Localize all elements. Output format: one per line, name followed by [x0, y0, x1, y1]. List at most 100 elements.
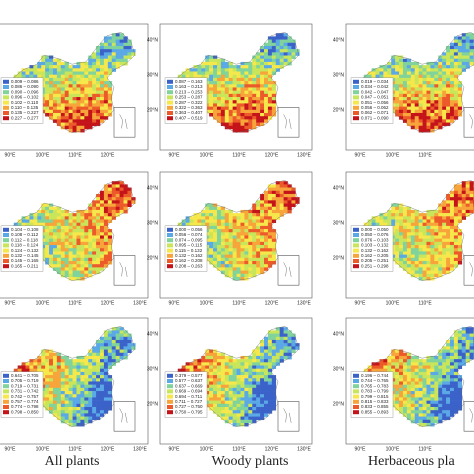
map-cell [72, 219, 77, 223]
map-cell [92, 122, 97, 127]
map-cell [248, 359, 253, 363]
map-cell [256, 270, 261, 275]
map-cell [457, 254, 463, 259]
map-cell [107, 245, 113, 249]
map-cell [461, 330, 466, 334]
map-cell [52, 87, 58, 91]
map-cell [100, 197, 105, 201]
map-cell [41, 349, 46, 354]
legend-swatch [3, 79, 9, 84]
map-cell [252, 116, 257, 120]
map-cell [434, 387, 439, 392]
map-cell [461, 65, 466, 69]
map-cell [395, 65, 400, 69]
map-cell [264, 222, 269, 227]
map-cell [422, 235, 427, 239]
map-cell [84, 368, 89, 373]
map-cell [450, 229, 455, 233]
map-cell [29, 213, 34, 217]
map-cell [45, 232, 50, 236]
map-cell [240, 213, 245, 217]
map-cell [446, 251, 451, 255]
map-cell [430, 119, 435, 123]
map-cell [267, 387, 273, 392]
legend-label: 0.711 – 0.727 [175, 399, 203, 404]
map-cell [92, 77, 97, 82]
map-cell [80, 93, 85, 98]
map-cell [267, 222, 273, 227]
map-cell [64, 225, 69, 230]
map-cell [220, 68, 226, 72]
map-cell [41, 384, 46, 389]
map-cell [248, 257, 253, 262]
map-cell [100, 349, 105, 354]
map-cell [252, 403, 257, 408]
map-cell [96, 203, 101, 208]
map-cell [264, 52, 269, 56]
map-cell [414, 225, 419, 230]
legend-label: 0.731 – 0.742 [11, 389, 39, 394]
map-cell [60, 119, 66, 123]
map-cell [430, 87, 435, 91]
map-cell [72, 238, 77, 243]
map-cell [267, 355, 273, 360]
map-cell [264, 413, 269, 417]
map-cell [177, 368, 182, 373]
map-cell [80, 400, 85, 405]
map-cell [64, 216, 69, 220]
map-cell [52, 260, 58, 265]
map-cell [236, 378, 241, 382]
map-cell [418, 368, 423, 373]
map-cell [256, 71, 261, 75]
map-cell [72, 397, 77, 401]
map-cell [418, 116, 423, 120]
lat-label: 20°N [333, 107, 345, 113]
map-cell [56, 264, 62, 268]
map-cell [260, 400, 265, 405]
map-cell [64, 84, 69, 88]
map-cell [453, 387, 459, 392]
map-cell [418, 232, 423, 236]
map-cell [450, 84, 455, 88]
map-cell [107, 248, 113, 252]
map-cell [430, 125, 435, 130]
map-cell [52, 100, 58, 104]
map-cell [387, 74, 392, 79]
map-cell [228, 400, 233, 405]
map-cell [52, 58, 58, 63]
map-cell [96, 68, 101, 72]
map-cell [256, 251, 261, 255]
map-cell [465, 333, 470, 338]
map-cell [450, 352, 455, 357]
map-cell [453, 394, 459, 398]
map-cell [248, 84, 253, 88]
map-cell [260, 122, 265, 127]
map-cell [216, 362, 222, 366]
map-cell [21, 365, 26, 369]
map-cell [442, 106, 447, 111]
map-cell [72, 84, 77, 88]
map-cell [41, 84, 46, 88]
map-cell [267, 248, 273, 252]
map-cell [399, 229, 404, 233]
map-cell [446, 225, 451, 230]
map-cell [72, 267, 77, 271]
map-cell [248, 381, 253, 385]
map-cell [450, 375, 455, 379]
map-cell [60, 362, 66, 366]
map-cell [267, 187, 273, 192]
map-cell [446, 229, 451, 233]
map-cell [279, 336, 284, 341]
map-cell [49, 103, 54, 107]
map-cell [228, 355, 233, 360]
map-cell [56, 352, 62, 357]
map-cell [103, 58, 109, 63]
map-cell [41, 100, 46, 104]
map-cell [399, 368, 404, 373]
map-cell [45, 93, 50, 98]
map-cell [446, 216, 451, 220]
map-cell [264, 209, 269, 214]
map-cell [100, 339, 105, 344]
map-cell [422, 225, 427, 230]
map-cell [115, 181, 120, 185]
